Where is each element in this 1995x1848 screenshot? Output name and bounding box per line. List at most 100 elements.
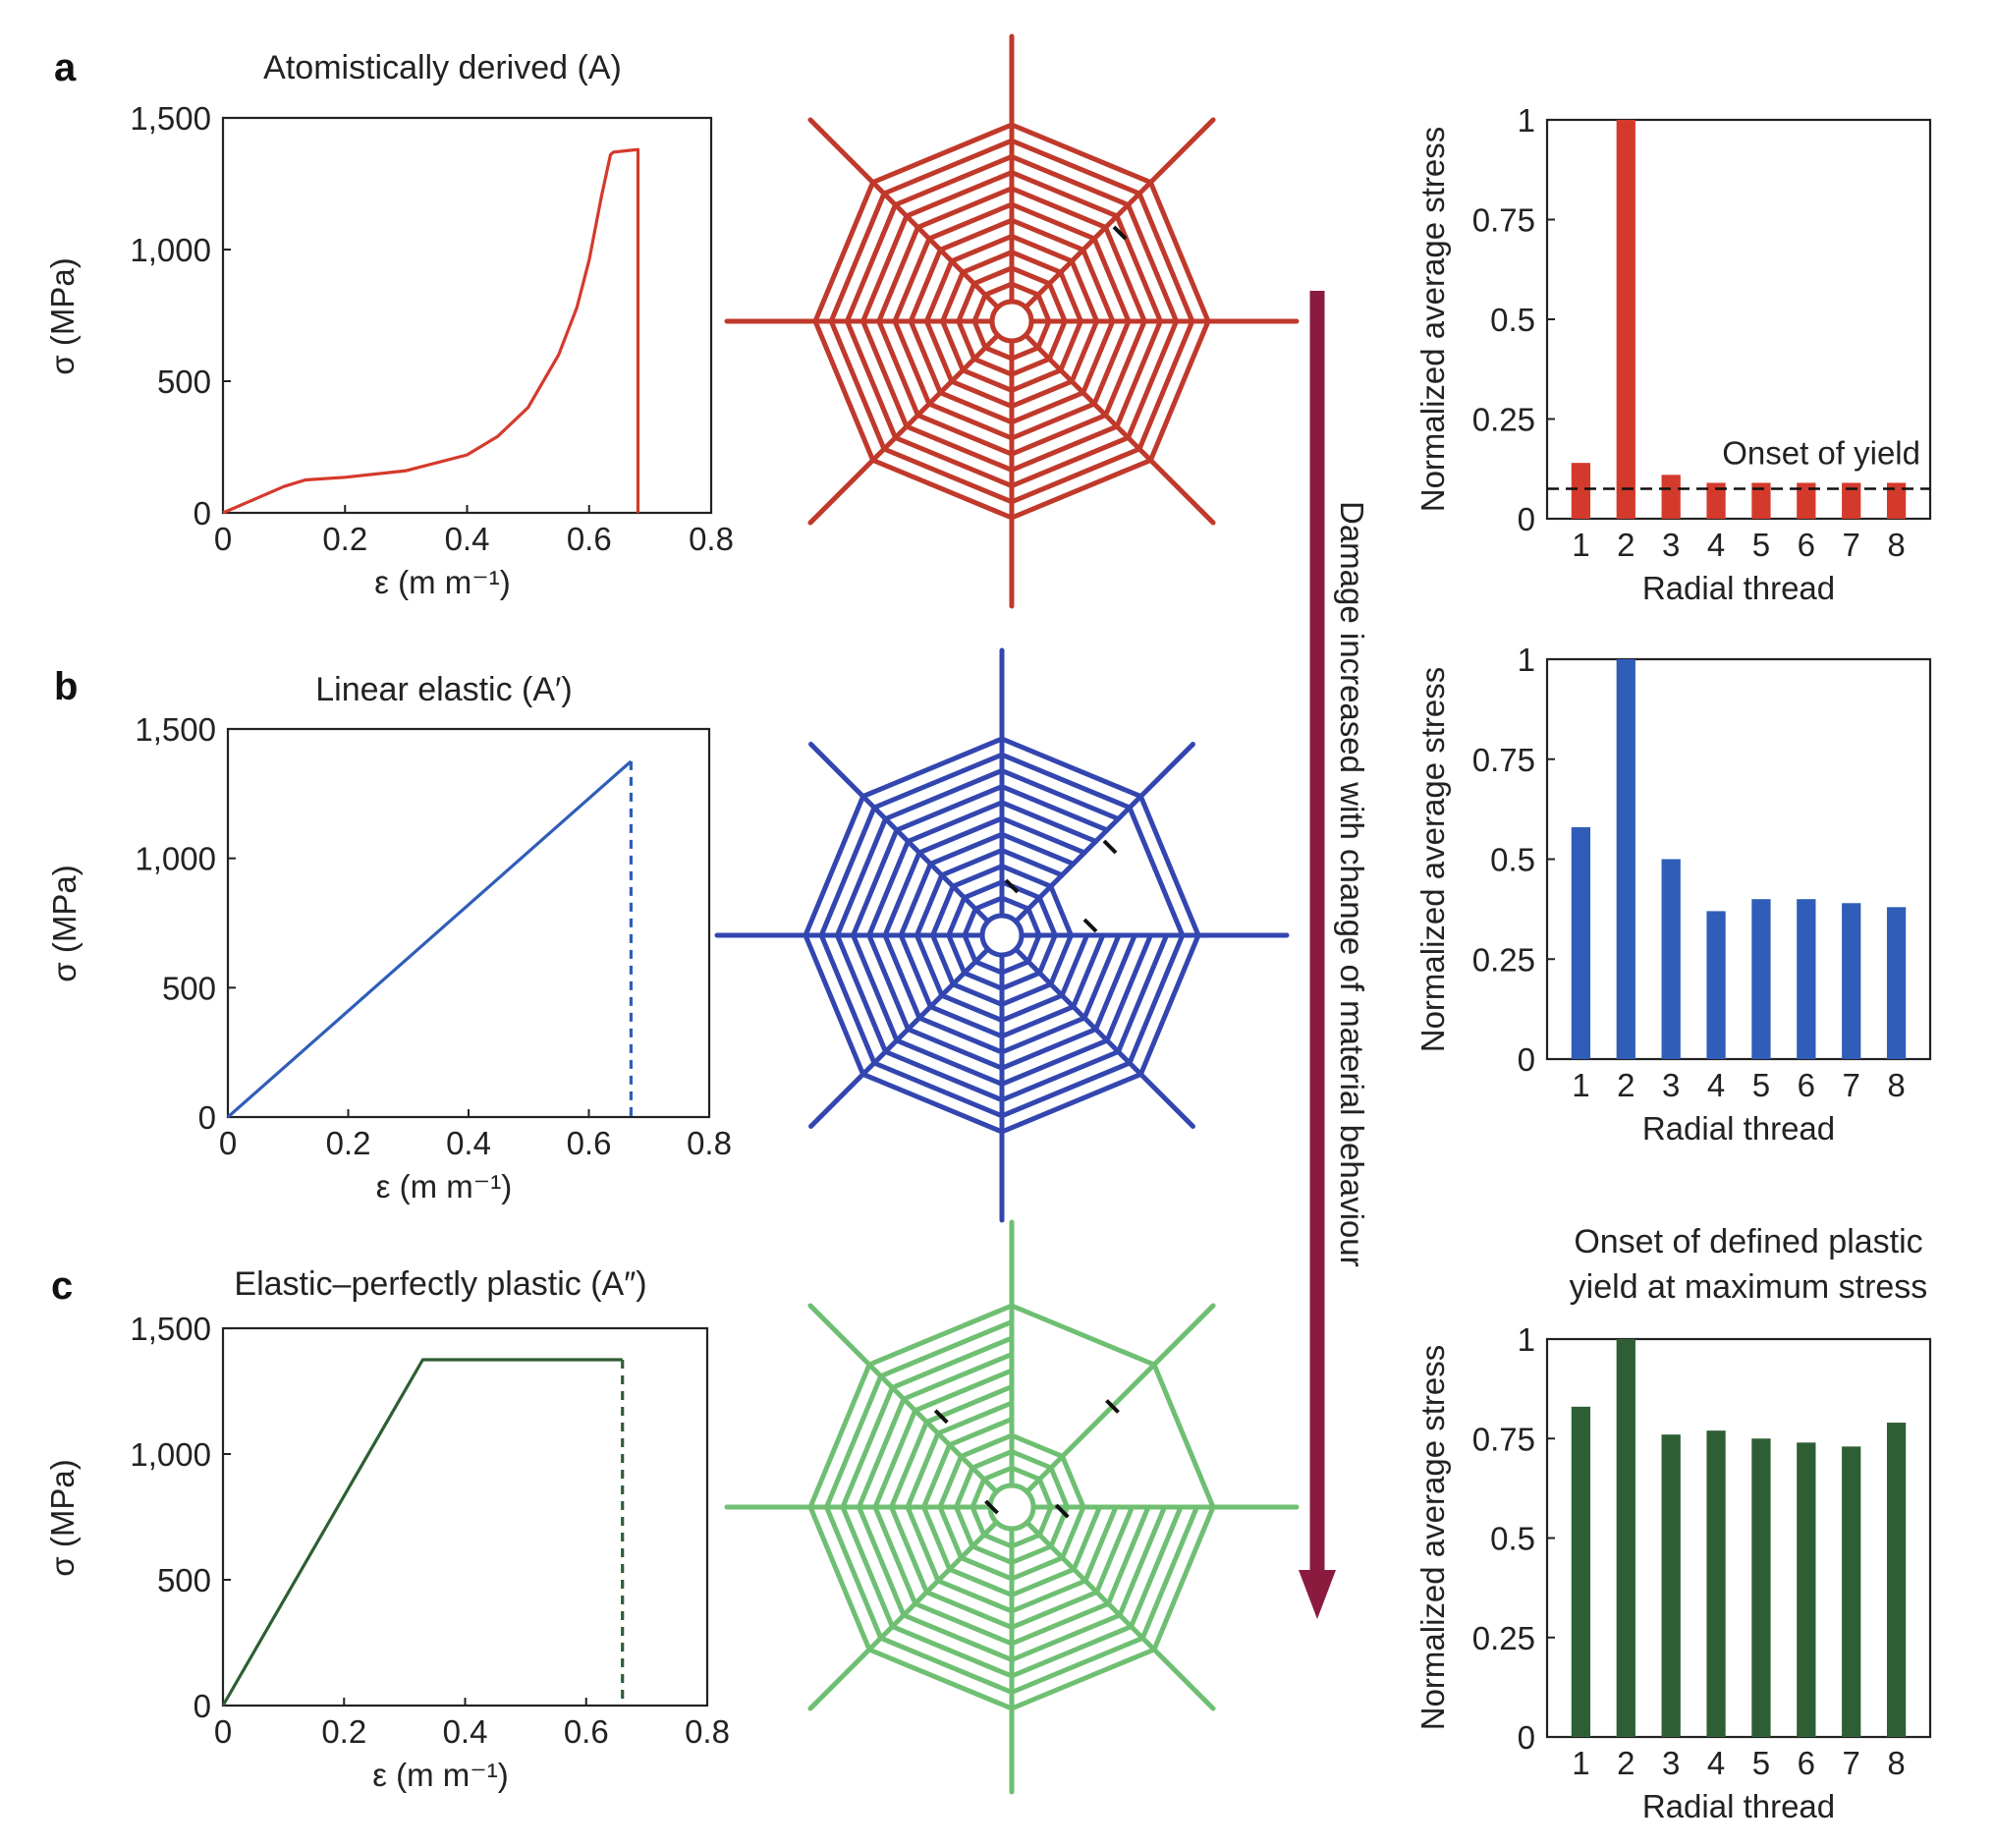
web-spiral-segment	[970, 1504, 987, 1538]
web-spiral-segment	[882, 850, 922, 938]
web-b	[714, 647, 1290, 1223]
x-tick-label: 2	[1617, 1745, 1635, 1781]
web-spiral-segment	[851, 827, 900, 938]
web-spiral-segment	[1091, 318, 1132, 407]
web-spiral-segment	[1071, 1504, 1102, 1572]
x-tick-label: 0.6	[567, 521, 612, 557]
x-tick-label: 5	[1752, 527, 1770, 563]
web-spiral-segment	[913, 1368, 1015, 1414]
web-spiral-segment	[1009, 153, 1131, 207]
bar	[1661, 859, 1681, 1059]
web-spiral-segment	[937, 1453, 964, 1510]
x-tick-label: 0.8	[689, 521, 734, 557]
web-spiral-segment	[1093, 932, 1137, 1033]
x-axis-label: Radial thread	[1642, 570, 1835, 606]
web-spiral-segment	[935, 1400, 1015, 1436]
web-spiral-segment	[999, 800, 1099, 844]
web-spoke	[807, 117, 1001, 310]
y-axis-label: Normalized average stress	[1414, 667, 1451, 1053]
web-spiral-segment	[1081, 932, 1122, 1021]
web-spiral-segment	[889, 1624, 1015, 1679]
damage-mark	[1004, 878, 1020, 894]
web-spiral-segment	[1060, 1453, 1086, 1510]
web-spiral-segment	[1058, 318, 1083, 373]
web-spiral-segment	[950, 864, 1005, 889]
x-tick-label: 0.4	[443, 1713, 488, 1750]
web-spiral-segment	[916, 815, 1005, 856]
web-spiral-segment	[889, 1335, 1015, 1390]
web-spiral-segment	[834, 816, 888, 938]
web-spiral-segment	[1009, 401, 1097, 441]
bar	[1616, 1339, 1635, 1737]
web-spiral-segment	[999, 847, 1065, 878]
x-tick-label: 0	[214, 521, 232, 557]
web-spiral-segment	[1127, 805, 1186, 938]
web-spiral-segment	[914, 872, 945, 938]
web-spiral-segment	[999, 992, 1065, 1024]
x-axis-label: Radial thread	[1642, 1788, 1835, 1824]
annotation-label: Onset of yield	[1722, 435, 1920, 472]
damage-arrow-head	[1299, 1570, 1336, 1619]
y-axis-label: Normalized average stress	[1414, 1345, 1451, 1731]
web-spiral-segment	[940, 318, 966, 373]
web-spiral-segment	[1009, 423, 1120, 473]
x-tick-label: 4	[1707, 1067, 1725, 1103]
x-tick-label: 6	[1798, 1067, 1815, 1103]
web-spiral-segment	[1035, 318, 1052, 351]
web-spiral-segment	[1127, 932, 1186, 1066]
web-spiral-segment	[818, 805, 877, 938]
web-spiral-segment	[1009, 138, 1142, 196]
web-spiral-segment	[1009, 413, 1109, 457]
web-spiral-segment	[908, 318, 943, 396]
y-tick-label: 0.75	[1472, 742, 1535, 778]
x-tick-label: 3	[1662, 527, 1680, 563]
web-spiral-segment	[947, 1566, 1015, 1597]
web-spiral-segment	[866, 1303, 1015, 1368]
web-spiral-segment	[1094, 1504, 1135, 1596]
x-tick-label: 4	[1707, 527, 1725, 563]
web-spiral-segment	[937, 390, 1015, 425]
web-spiral-segment	[894, 1037, 1005, 1087]
web-spiral-segment	[954, 1465, 975, 1510]
web-spiral-segment	[935, 1578, 1015, 1614]
web-spiral-segment	[921, 1504, 953, 1572]
web-spiral-segment	[1009, 1465, 1042, 1483]
charts: a Atomistically derived (A) 0 0.2 0.4 0.6 0.8 0…	[44, 46, 1932, 1824]
web-spiral-segment	[1136, 191, 1195, 324]
y-tick-label: 0	[1518, 1041, 1535, 1078]
web-spiral-segment	[970, 1543, 1015, 1565]
web-spiral-segment	[883, 1049, 1005, 1103]
chart-title: Atomistically derived (A)	[263, 49, 622, 86]
web-spiral-segment	[860, 736, 1005, 800]
web-spiral-segment	[1126, 202, 1180, 324]
web-spiral-segment	[937, 217, 1015, 252]
series-line	[222, 147, 640, 515]
y-tick-label: 1	[1518, 642, 1535, 678]
x-tick-label: 0	[214, 1713, 232, 1750]
web-spiral-segment	[962, 970, 1005, 991]
bar	[1571, 826, 1591, 1059]
y-tick-label: 0.75	[1472, 1421, 1535, 1457]
web-spiral-segment	[1151, 1362, 1216, 1510]
series-line	[226, 759, 633, 1119]
spider-webs	[714, 33, 1300, 1795]
web-spiral-segment	[1009, 1635, 1145, 1695]
web-spiral-segment	[1009, 390, 1086, 425]
web-spiral-segment	[1009, 1647, 1157, 1711]
web-spiral-segment	[1117, 1504, 1167, 1618]
bar	[1706, 911, 1726, 1059]
web-spiral-segment	[860, 213, 910, 324]
web-spiral-segment	[1009, 233, 1075, 264]
web-spiral-segment	[1036, 1504, 1054, 1538]
web-spiral-segment	[937, 1504, 964, 1561]
web-spiral-segment	[981, 1465, 1015, 1483]
web-spiral-segment	[1025, 906, 1042, 938]
web-hub	[987, 1483, 1036, 1532]
x-tick-label: 0.4	[446, 1125, 491, 1161]
web-spiral-segment	[857, 1504, 907, 1618]
web-spiral-segment	[1059, 932, 1090, 998]
y-tick-label: 0.5	[1490, 1521, 1535, 1557]
web-spiral-segment	[1009, 356, 1052, 377]
web-spiral-segment	[905, 800, 1005, 844]
